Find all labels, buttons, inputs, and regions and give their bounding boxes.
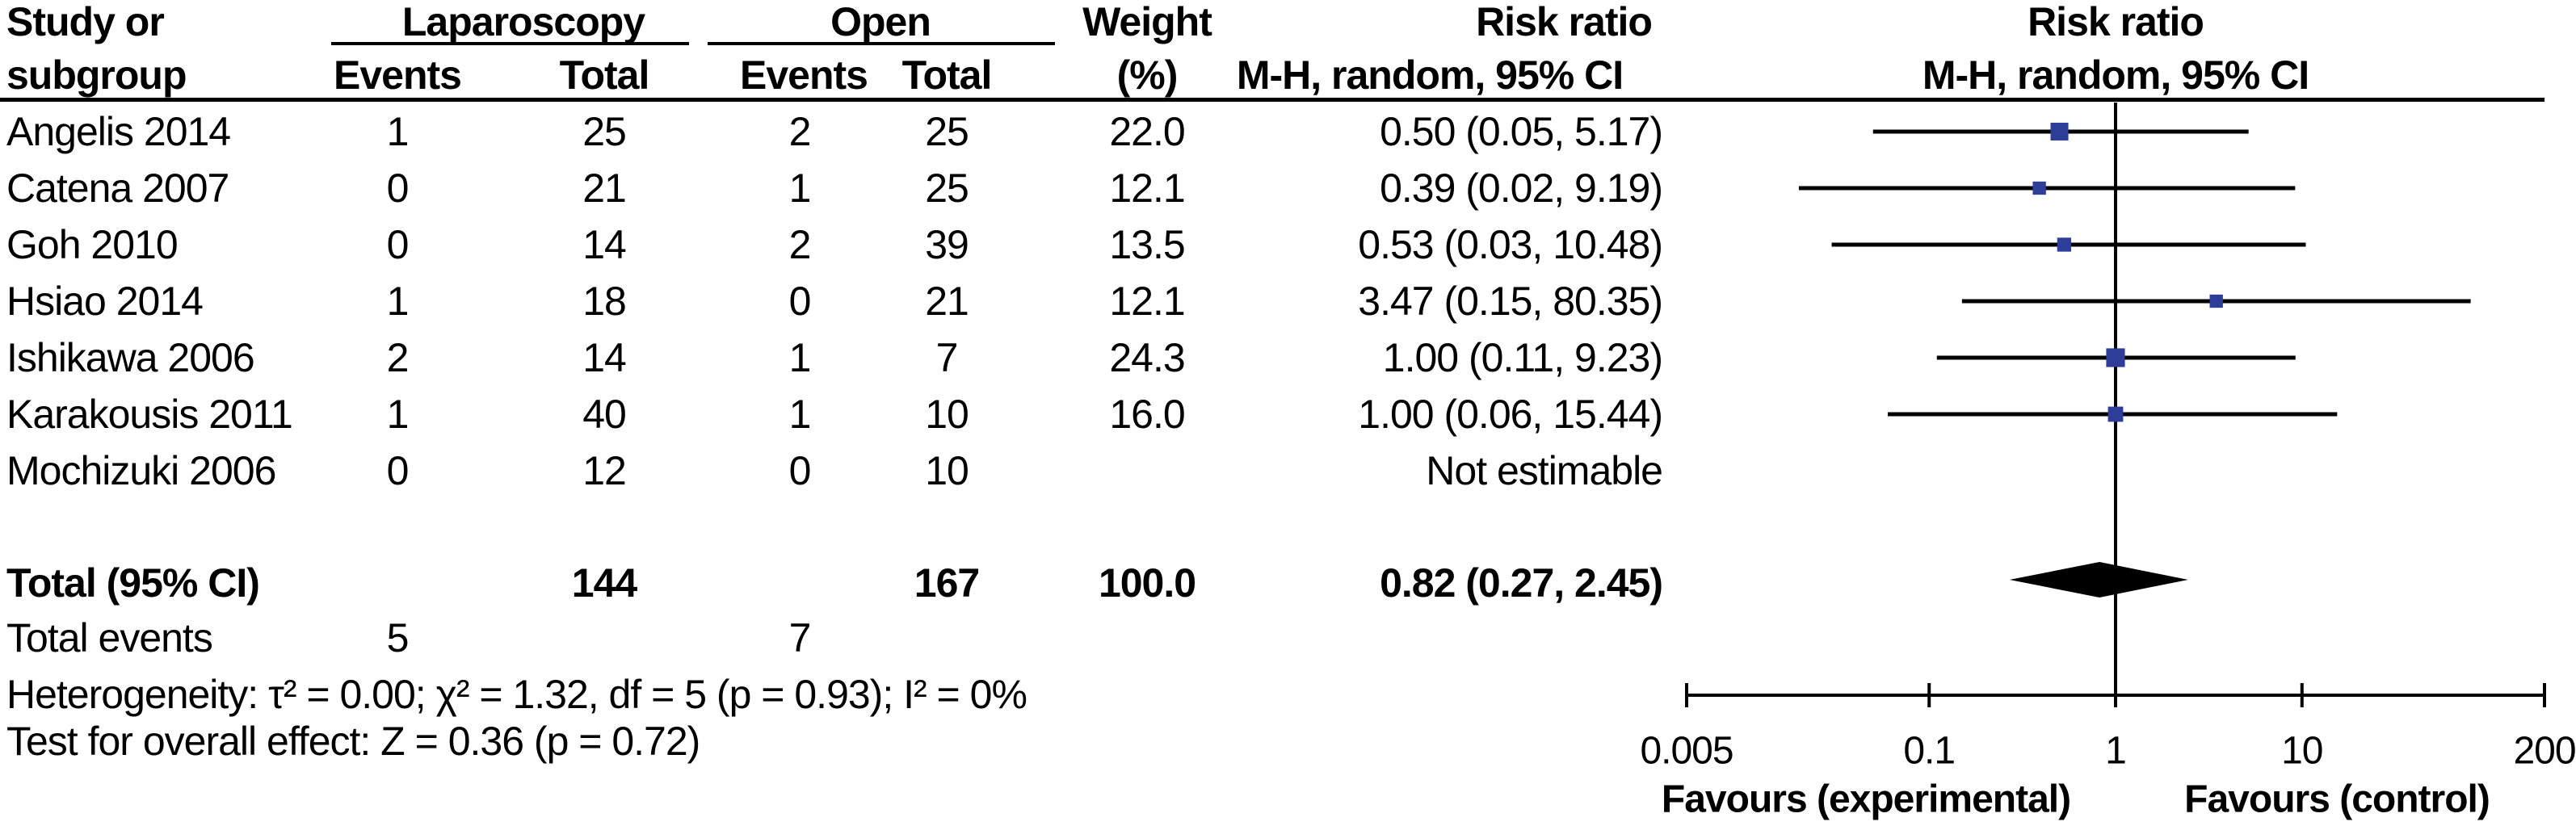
- weight-value: 16.0: [1109, 392, 1185, 437]
- lap-events-value: 2: [386, 335, 410, 380]
- open-total-value: 7: [935, 335, 959, 380]
- lap-events-value: 1: [386, 279, 410, 324]
- lap-total-value: 14: [582, 222, 627, 267]
- weight-value: 12.1: [1109, 166, 1185, 211]
- heterogeneity-stats: Heterogeneity: τ² = 0.00; χ² = 1.32, df …: [6, 672, 1027, 717]
- open-events-header: Events: [740, 52, 868, 98]
- rr-text-col-subtitle: M-H, random, 95% CI: [1236, 52, 1624, 98]
- total-open-total: 167: [914, 560, 980, 606]
- open-total-value: 10: [925, 448, 969, 493]
- group-header-open: Open: [830, 0, 931, 44]
- risk-ratio-value: 3.47 (0.15, 80.35): [1358, 279, 1663, 324]
- study-label: Catena 2007: [6, 166, 229, 211]
- rr-plot-title: Risk ratio: [2028, 0, 2204, 44]
- axis-tick-label: 0.005: [1640, 730, 1733, 773]
- weight-value: 12.1: [1109, 279, 1185, 324]
- weight-value: 13.5: [1109, 222, 1185, 267]
- open-events-value: 0: [788, 279, 812, 324]
- favours-control-label: Favours (control): [2184, 778, 2490, 821]
- lap-events-value: 0: [386, 448, 410, 493]
- lap-events-value: 1: [386, 109, 410, 154]
- total-label: Total (95% CI): [6, 560, 260, 606]
- open-total-value: 39: [925, 222, 969, 267]
- lap-total-header: Total: [559, 52, 650, 98]
- summary-diamond: [2009, 562, 2188, 597]
- study-label: Hsiao 2014: [6, 279, 204, 324]
- open-events-value: 1: [788, 335, 812, 380]
- effect-square: [2106, 348, 2125, 367]
- lap-total-value: 25: [582, 109, 627, 154]
- open-underline: [708, 42, 1055, 45]
- lap-total-value: 14: [582, 335, 627, 380]
- group-header-laparoscopy: Laparoscopy: [401, 0, 645, 44]
- lap-total-value: 12: [582, 448, 627, 493]
- favours-experimental-label: Favours (experimental): [1661, 778, 2071, 821]
- open-events-value: 2: [788, 109, 812, 154]
- study-label: Karakousis 2011: [6, 392, 293, 437]
- rr-text-col-title: Risk ratio: [1476, 0, 1653, 44]
- open-total-value: 10: [925, 392, 969, 437]
- total-events-label: Total events: [6, 615, 213, 660]
- rr-plot-subtitle: M-H, random, 95% CI: [1922, 52, 2309, 98]
- lap-total-value: 40: [582, 392, 627, 437]
- axis-tick-label: 0.1: [1903, 730, 1955, 773]
- risk-ratio-value: 0.39 (0.02, 9.19): [1380, 166, 1663, 211]
- axis-tick-label: 1: [2105, 730, 2126, 773]
- open-total-value: 21: [925, 279, 969, 324]
- study-label: Angelis 2014: [6, 109, 231, 154]
- weight-header: Weight: [1082, 0, 1212, 44]
- weight-value: 24.3: [1109, 335, 1185, 380]
- header-rule: [0, 98, 2544, 102]
- lap-events-header: Events: [334, 52, 462, 98]
- study-label: Ishikawa 2006: [6, 335, 255, 380]
- total-events-lap: 5: [386, 615, 410, 660]
- weight-value: 22.0: [1109, 109, 1185, 154]
- open-events-value: 0: [788, 448, 812, 493]
- total-weight: 100.0: [1098, 560, 1196, 606]
- study-col-header-line1: Study or: [6, 0, 165, 44]
- laparoscopy-underline: [331, 42, 689, 45]
- axis-tick-label: 200: [2513, 730, 2575, 773]
- weight-unit-header: (%): [1116, 52, 1179, 98]
- open-total-value: 25: [925, 166, 969, 211]
- open-events-value: 1: [788, 166, 812, 211]
- effect-square: [2032, 181, 2046, 195]
- lap-events-value: 0: [386, 166, 410, 211]
- effect-square: [2209, 294, 2223, 308]
- effect-square: [2057, 237, 2072, 252]
- axis-tick-label: 10: [2281, 730, 2322, 773]
- lap-events-value: 1: [386, 392, 410, 437]
- total-risk-ratio: 0.82 (0.27, 2.45): [1380, 560, 1663, 606]
- effect-square: [2050, 122, 2069, 141]
- study-col-header-line2: subgroup: [6, 52, 187, 98]
- open-events-value: 2: [788, 222, 812, 267]
- risk-ratio-value: 1.00 (0.06, 15.44): [1358, 392, 1663, 437]
- lap-total-value: 21: [582, 166, 627, 211]
- overall-effect-stats: Test for overall effect: Z = 0.36 (p = 0…: [6, 719, 700, 764]
- risk-ratio-value: 1.00 (0.11, 9.23): [1382, 335, 1663, 380]
- lap-events-value: 0: [386, 222, 410, 267]
- risk-ratio-value: 0.53 (0.03, 10.48): [1358, 222, 1663, 267]
- risk-ratio-value: 0.50 (0.05, 5.17): [1380, 109, 1663, 154]
- study-label: Mochizuki 2006: [6, 448, 276, 493]
- risk-ratio-value: Not estimable: [1426, 448, 1663, 493]
- total-events-open: 7: [788, 615, 812, 660]
- open-events-value: 1: [788, 392, 812, 437]
- study-label: Goh 2010: [6, 222, 179, 267]
- total-lap-total: 144: [571, 560, 637, 606]
- open-total-header: Total: [901, 52, 993, 98]
- open-total-value: 25: [925, 109, 969, 154]
- lap-total-value: 18: [582, 279, 627, 324]
- effect-square: [2107, 406, 2124, 422]
